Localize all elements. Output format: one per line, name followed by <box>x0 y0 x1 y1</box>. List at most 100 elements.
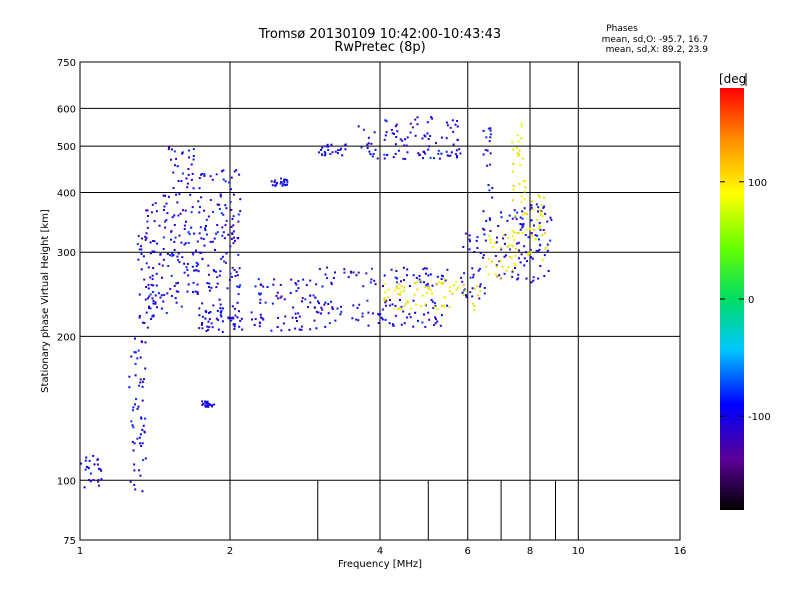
data-point <box>137 258 140 261</box>
data-point <box>184 209 187 212</box>
chart-subtitle: RwPretec (8p) <box>334 40 426 55</box>
data-point <box>433 324 435 327</box>
data-point <box>235 169 238 172</box>
data-point <box>464 289 467 292</box>
y-tick-label: 400 <box>57 188 76 199</box>
data-point <box>98 467 100 470</box>
data-point <box>138 316 141 319</box>
data-point <box>236 274 239 277</box>
data-point <box>162 248 165 250</box>
data-point <box>383 274 386 277</box>
data-point <box>430 299 433 301</box>
data-point <box>343 268 346 271</box>
data-point <box>209 199 212 201</box>
x-tick-label: 6 <box>465 546 471 557</box>
data-point <box>232 242 235 245</box>
data-point <box>415 277 418 279</box>
data-point <box>195 261 198 264</box>
data-point <box>84 468 87 471</box>
data-point <box>173 214 176 217</box>
data-point <box>148 295 151 298</box>
data-point <box>406 136 409 139</box>
data-point <box>130 355 133 358</box>
data-point <box>334 319 337 322</box>
data-point <box>506 245 509 248</box>
data-point <box>459 152 462 155</box>
data-point <box>139 356 142 359</box>
data-point <box>471 287 474 290</box>
data-point <box>355 318 358 321</box>
data-point <box>192 291 194 293</box>
data-point <box>495 241 498 244</box>
data-point <box>530 256 533 259</box>
data-point <box>385 304 387 307</box>
data-point <box>499 260 502 262</box>
data-point <box>330 143 333 146</box>
data-point <box>220 315 223 318</box>
data-point <box>446 268 449 271</box>
data-point <box>192 253 195 256</box>
data-point <box>198 251 201 254</box>
data-point <box>270 180 273 183</box>
data-point <box>186 263 189 265</box>
data-point <box>209 311 212 313</box>
data-point <box>258 325 261 328</box>
data-point <box>234 275 237 278</box>
data-point <box>517 140 520 143</box>
data-point <box>527 254 530 257</box>
data-point <box>295 283 298 286</box>
data-point <box>209 175 212 178</box>
data-point <box>174 297 177 300</box>
data-point <box>482 254 485 257</box>
data-point <box>312 294 315 297</box>
data-point <box>238 173 241 176</box>
data-point <box>212 269 215 271</box>
data-point <box>516 211 519 214</box>
data-point <box>533 224 535 227</box>
data-point <box>340 310 343 313</box>
data-point <box>132 426 135 429</box>
data-point <box>530 204 533 207</box>
data-point <box>507 237 510 239</box>
data-point <box>192 155 195 157</box>
data-point <box>176 201 179 204</box>
data-point <box>487 127 490 130</box>
data-point <box>502 234 505 236</box>
data-point <box>539 243 542 246</box>
data-point <box>159 296 162 299</box>
data-point <box>521 210 524 213</box>
data-point <box>502 237 505 240</box>
data-point <box>305 284 308 287</box>
data-point <box>451 292 454 295</box>
data-point <box>367 142 370 145</box>
data-point <box>540 211 543 214</box>
data-point <box>423 267 426 270</box>
data-point <box>208 282 211 285</box>
data-point <box>207 264 210 267</box>
data-point <box>384 318 387 321</box>
data-point <box>489 129 492 132</box>
data-point <box>171 254 174 257</box>
data-point <box>547 270 550 272</box>
data-point <box>195 269 198 272</box>
data-point <box>383 298 386 301</box>
data-point <box>398 307 401 310</box>
data-point <box>186 182 189 185</box>
data-point <box>132 449 135 452</box>
data-point <box>412 299 415 302</box>
data-point <box>497 225 500 227</box>
data-point <box>204 229 207 232</box>
data-point <box>409 131 412 134</box>
data-point <box>529 228 532 231</box>
data-point <box>163 293 166 296</box>
data-point <box>479 285 481 288</box>
data-point <box>169 254 171 257</box>
x-tick-label: 8 <box>527 546 533 557</box>
data-point <box>144 417 147 420</box>
data-point <box>521 213 524 216</box>
data-point <box>456 125 459 128</box>
data-point <box>213 403 216 406</box>
data-point <box>394 143 397 146</box>
data-point <box>496 236 498 239</box>
data-point <box>218 208 221 210</box>
